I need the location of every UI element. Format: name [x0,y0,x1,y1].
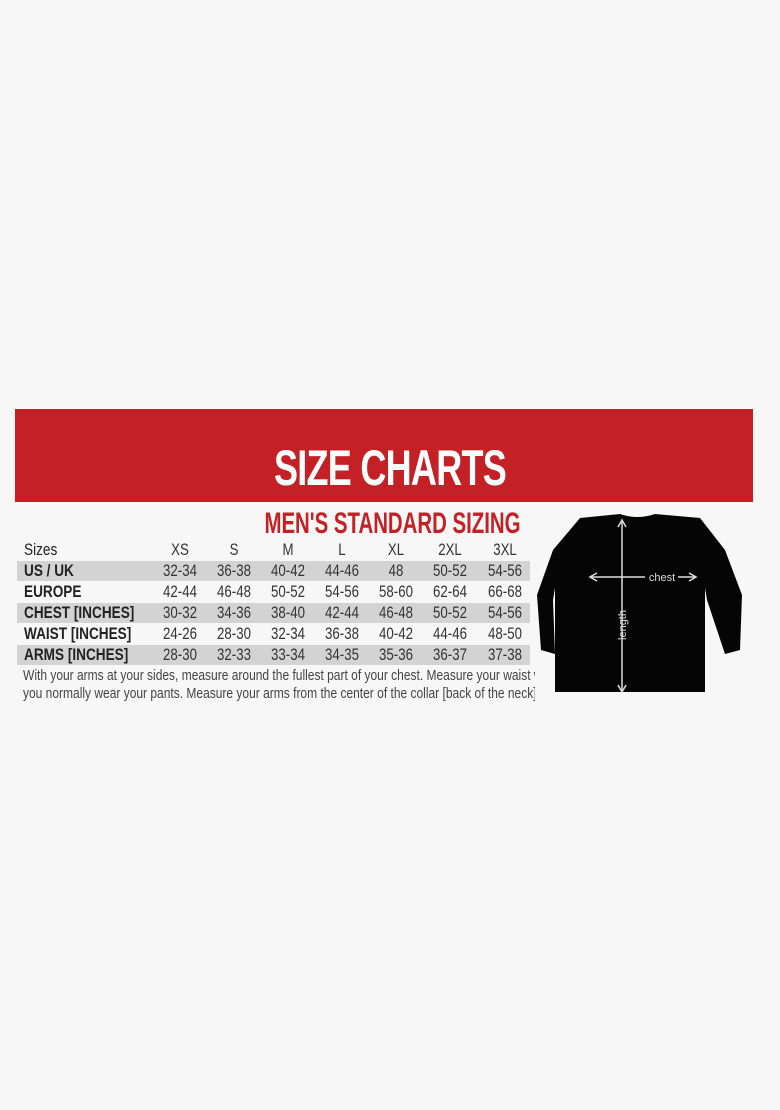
table-cell: 38-40 [271,603,305,622]
table-row: ARMS [INCHES] 28-30 32-33 33-34 34-35 35-36 36… [17,645,530,665]
table-cell: XS [171,540,189,559]
length-label: length [617,610,629,640]
title-banner [15,409,753,502]
table-cell: 2XL [438,540,462,559]
table-row: CHEST [INCHES] 30-32 34-36 38-40 42-44 46-48 5… [17,603,530,623]
row-label: EUROPE [24,582,82,601]
table-cell: 42-44 [163,582,197,601]
page-title: SIZE CHARTS [273,440,507,496]
table-cell: 46-48 [217,582,251,601]
table-cell: 50-52 [433,561,467,580]
table-cell: 30-32 [163,603,197,622]
table-cell: 33-34 [271,645,305,664]
subtitle: MEN'S STANDARD SIZING [264,507,521,540]
table-cell: 3XL [493,540,517,559]
table-row: WAIST [INCHES] 24-26 28-30 32-34 36-38 40-42 4… [17,624,530,644]
table-header-row: Sizes XS S M L XL 2XL 3XL [17,540,530,560]
table-cell: 50-52 [271,582,305,601]
table-cell: 28-30 [217,624,251,643]
table-cell: 32-34 [271,624,305,643]
chest-label: chest [649,572,675,584]
table-cell: 32-34 [163,561,197,580]
row-label: CHEST [INCHES] [24,603,135,622]
table-cell: M [282,540,294,559]
table-row: EUROPE 42-44 46-48 50-52 54-56 58-60 62-64 66-6… [17,582,530,602]
table-cell: 35-36 [379,645,413,664]
table-cell: 28-30 [163,645,197,664]
table-cell: 36-38 [325,624,359,643]
table-cell: 37-38 [488,645,522,664]
table-cell: 36-38 [217,561,251,580]
table-cell: 66-68 [488,582,522,601]
row-label: WAIST [INCHES] [24,624,132,643]
table-cell: 54-56 [325,582,359,601]
table-cell: 34-35 [325,645,359,664]
table-cell: 58-60 [379,582,413,601]
table-cell: 40-42 [379,624,413,643]
table-cell: 44-46 [325,561,359,580]
table-cell: 32-33 [217,645,251,664]
table-cell: 48 [388,561,404,580]
table-cell: 62-64 [433,582,467,601]
table-cell: L [338,540,346,559]
table-cell: 46-48 [379,603,413,622]
sweatshirt-shape [537,514,742,692]
table-row: US / UK 32-34 36-38 40-42 44-46 48 50-52 54-56 [17,561,530,581]
table-cell: S [229,540,239,559]
table-cell: 24-26 [163,624,197,643]
note-line-2: you normally wear your pants. Measure yo… [23,685,535,701]
table-cell: 42-44 [325,603,359,622]
measuring-note: With your arms at your sides, measure ar… [23,667,535,701]
table-cell: 54-56 [488,561,522,580]
table-cell: XL [387,540,405,559]
table-cell: 34-36 [217,603,251,622]
row-label: Sizes [24,540,58,559]
table-cell: 40-42 [271,561,305,580]
table-cell: 54-56 [488,603,522,622]
note-line-1: With your arms at your sides, measure ar… [23,667,535,684]
table-cell: 48-50 [488,624,522,643]
row-label: ARMS [INCHES] [24,645,129,664]
table-cell: 36-37 [433,645,467,664]
row-label: US / UK [24,561,74,580]
sweatshirt-diagram: chest length [537,514,742,694]
table-cell: 50-52 [433,603,467,622]
table-cell: 44-46 [433,624,467,643]
